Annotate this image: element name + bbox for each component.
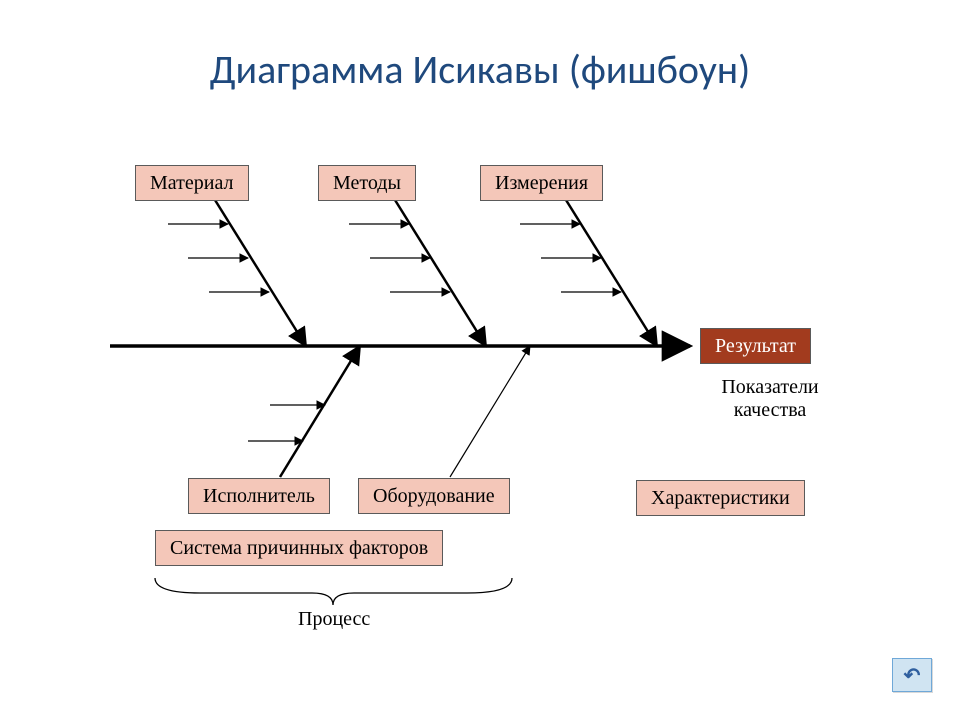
bone-executor <box>280 346 360 477</box>
box-result: Результат <box>700 328 811 364</box>
bone-material <box>215 200 306 346</box>
fishbone-diagram <box>0 0 960 720</box>
box-characteristics: Характеристики <box>636 480 805 516</box>
box-equipment: Оборудование <box>358 478 510 514</box>
box-measurements: Измерения <box>480 165 603 201</box>
box-executor: Исполнитель <box>188 478 330 514</box>
bone-equipment <box>450 346 530 477</box>
undo-icon: ↶ <box>904 663 921 688</box>
bone-measurements <box>566 200 657 346</box>
box-methods: Методы <box>318 165 416 201</box>
label-quality-text: Показателикачества <box>721 376 818 421</box>
brace <box>155 578 512 605</box>
label-process: Процесс <box>298 608 370 631</box>
box-material: Материал <box>135 165 249 201</box>
box-causes-system: Система причинных факторов <box>155 530 443 566</box>
label-quality: Показателикачества <box>700 376 840 422</box>
bone-methods <box>395 200 486 346</box>
nav-back-button[interactable]: ↶ <box>892 658 932 692</box>
